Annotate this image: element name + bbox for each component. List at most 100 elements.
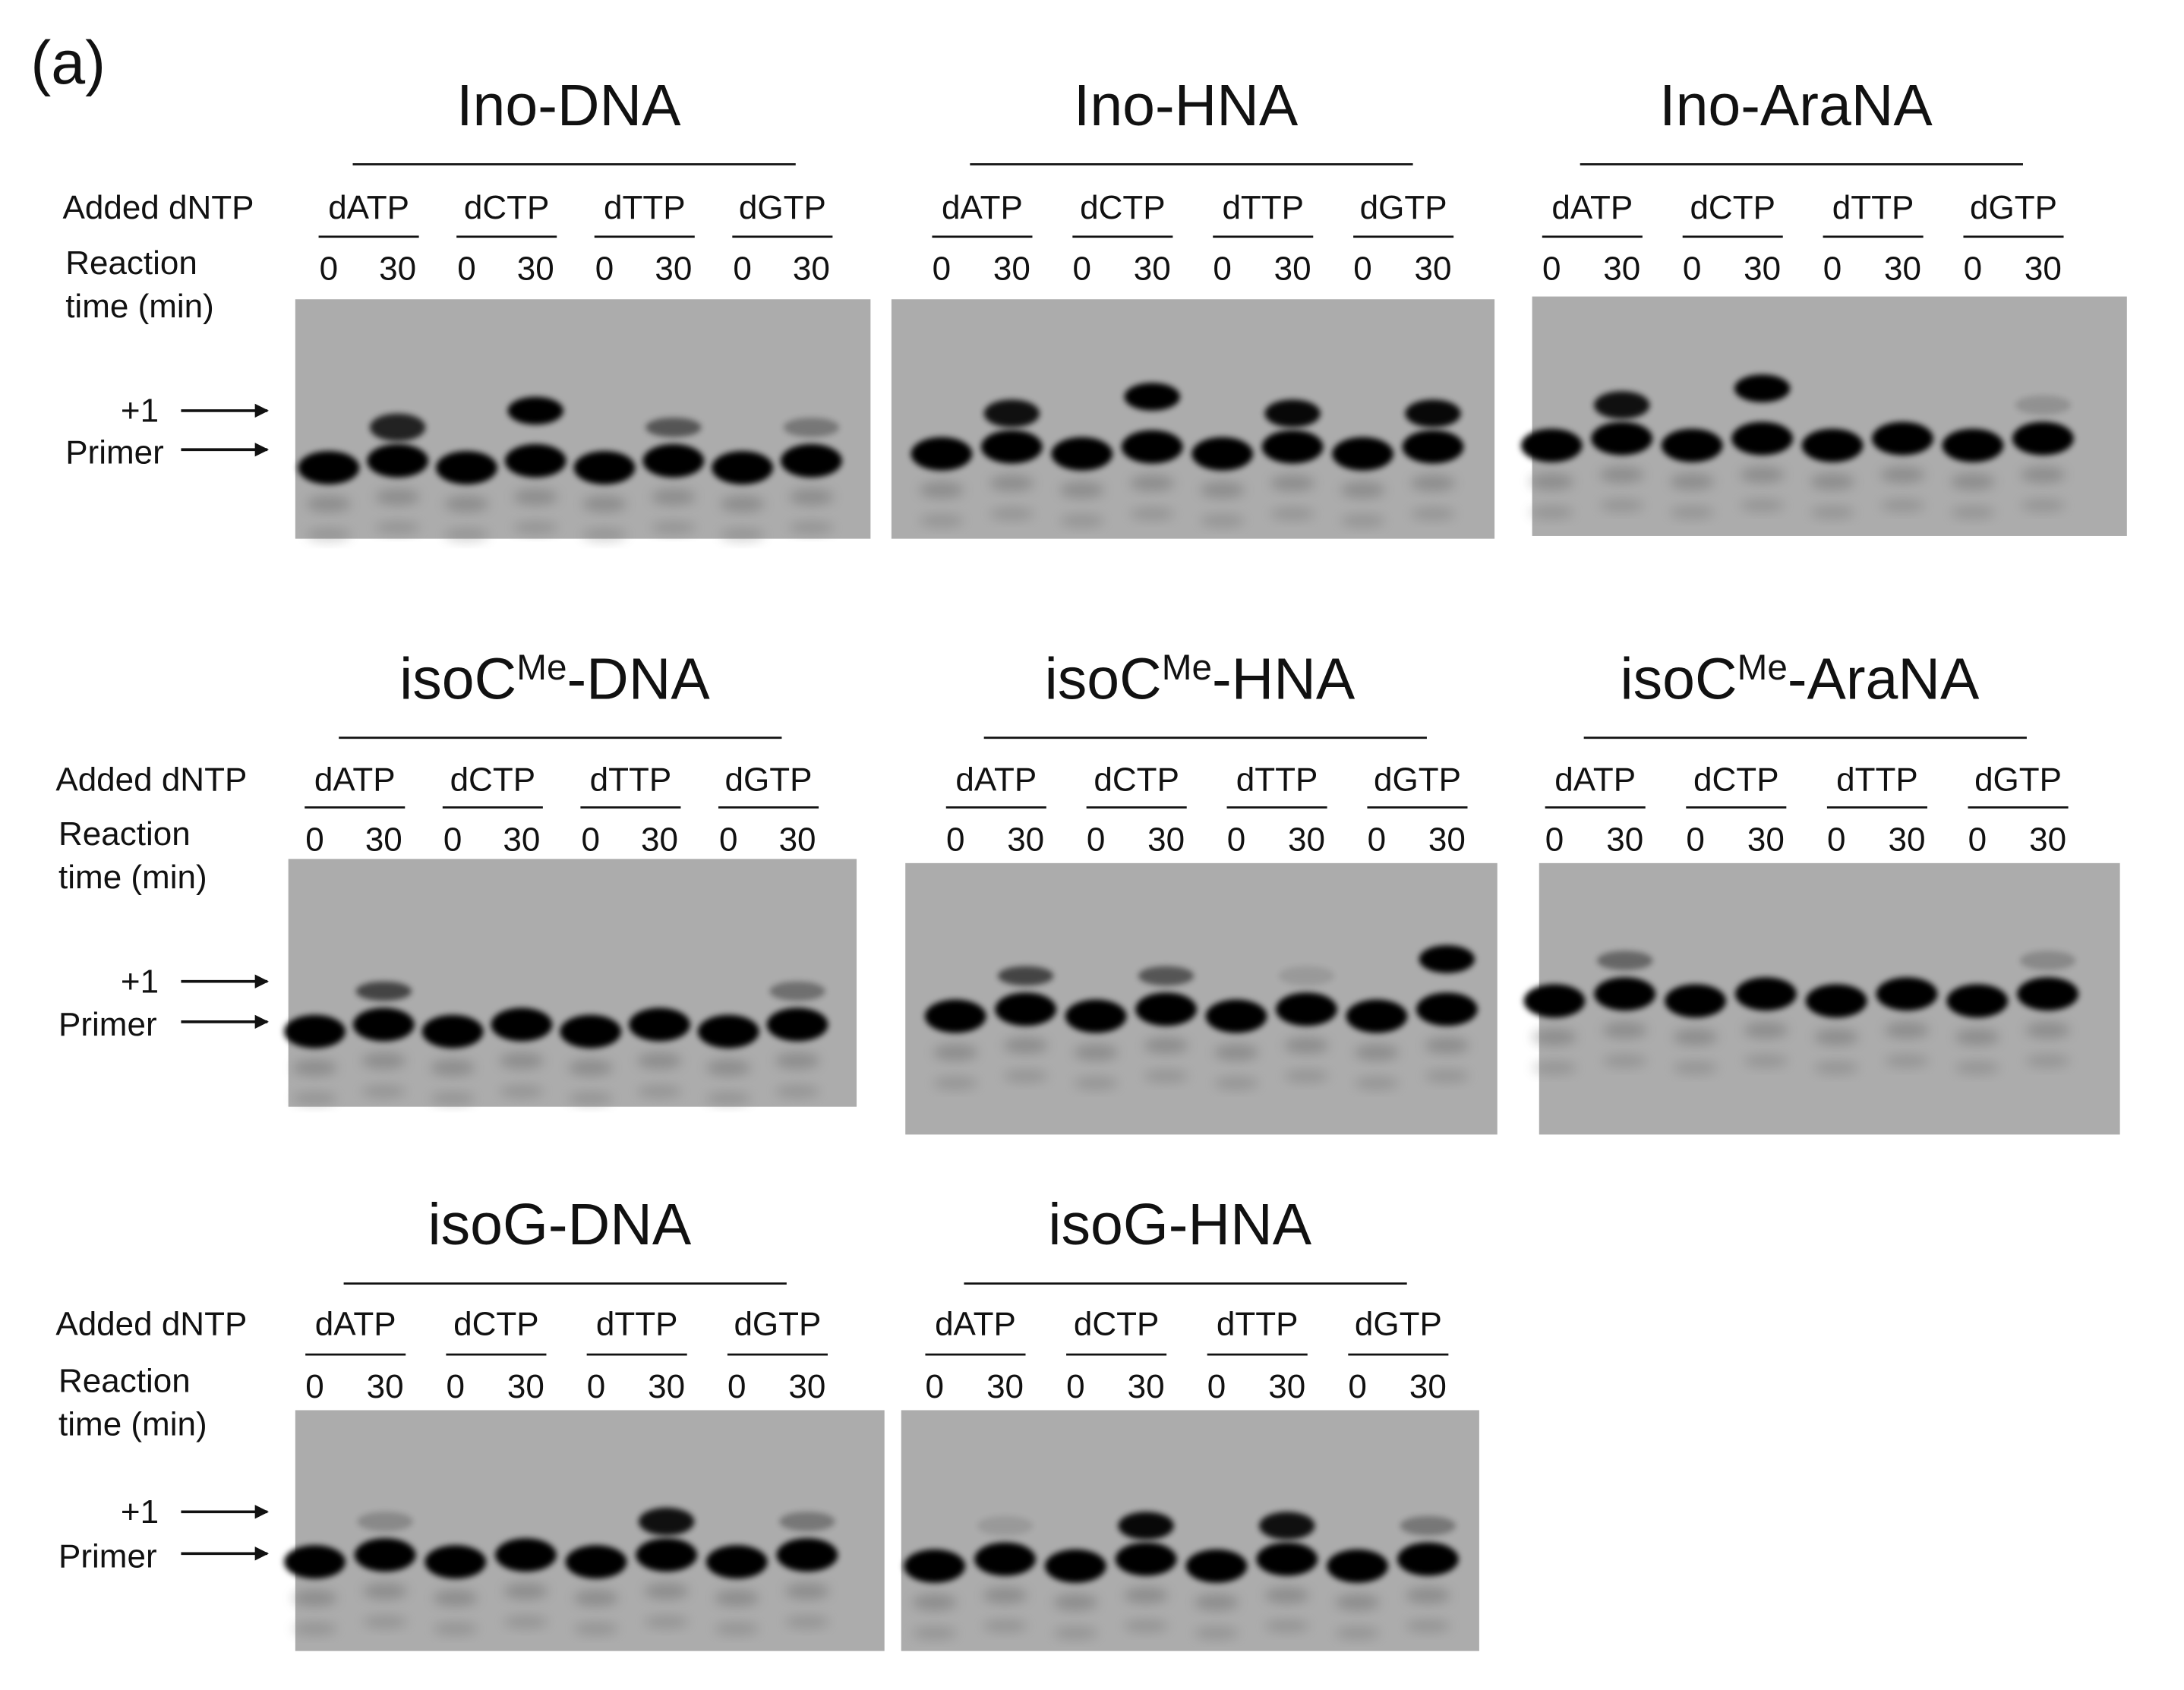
- gel-smear: [433, 1622, 478, 1636]
- gel-band: [1185, 1549, 1248, 1583]
- time-label: 0: [1542, 251, 1561, 288]
- gel-smear: [1053, 1594, 1098, 1611]
- time-label: 0: [595, 251, 614, 288]
- gel-smear: [361, 1084, 406, 1099]
- time-label: 30: [1884, 251, 1921, 288]
- time-label: 0: [1227, 821, 1245, 858]
- gel-band: [769, 981, 825, 1001]
- gel-band: [1735, 977, 1797, 1011]
- time-label: 0: [933, 251, 951, 288]
- dntp-label: dATP: [942, 189, 1023, 226]
- dntp-label: dTTP: [596, 1305, 678, 1342]
- gel-smear: [444, 527, 489, 542]
- gel-smear: [1194, 1625, 1239, 1640]
- gel-smear: [775, 1052, 820, 1070]
- row-label: Reaction: [58, 1363, 191, 1400]
- gel-smear: [1264, 1619, 1310, 1633]
- gel-smear: [292, 1059, 337, 1077]
- gel-smear: [912, 1625, 958, 1640]
- gel-band: [507, 396, 563, 425]
- time-label: 0: [1964, 251, 1982, 288]
- gel-smear: [1602, 1054, 1648, 1068]
- gel-band: [783, 418, 840, 437]
- gel-smear: [1884, 1054, 1930, 1068]
- gel-band: [1115, 1542, 1177, 1576]
- gel-band: [495, 1538, 557, 1572]
- gel-smear: [1673, 1029, 1718, 1046]
- gel-smear: [1813, 1061, 1859, 1075]
- dntp-label: dTTP: [1836, 761, 1918, 798]
- gel-smear: [1059, 513, 1105, 528]
- time-label: 0: [1368, 821, 1386, 858]
- gel-band: [357, 1512, 413, 1531]
- dntp-label: dTTP: [590, 761, 672, 798]
- gel-band: [355, 981, 412, 1001]
- gel-smear: [292, 1622, 337, 1636]
- time-label: 30: [1128, 1368, 1165, 1405]
- gel-smear: [1599, 498, 1645, 512]
- gel-smear: [1425, 1037, 1469, 1055]
- gel-band: [645, 418, 702, 437]
- time-label: 30: [986, 1368, 1024, 1405]
- dntp-label: dATP: [314, 761, 396, 798]
- time-label: 0: [1207, 1368, 1226, 1405]
- time-label: 30: [1007, 821, 1044, 858]
- gel-smear: [573, 1622, 619, 1636]
- gel-band: [705, 1545, 768, 1579]
- dntp-label: dCTP: [1693, 761, 1779, 798]
- time-label: 30: [793, 251, 830, 288]
- gel-smear: [2025, 1021, 2070, 1039]
- time-label: 30: [367, 1368, 404, 1405]
- gel-band: [1594, 977, 1656, 1011]
- gel-smear: [714, 1589, 759, 1606]
- gel-band: [1597, 951, 1653, 971]
- gel-smear: [983, 1587, 1027, 1604]
- gel-smear: [789, 488, 834, 506]
- gel-band: [573, 451, 636, 485]
- gel-smear: [503, 1582, 548, 1600]
- gel-band: [1520, 428, 1583, 462]
- gel-band: [1191, 437, 1254, 471]
- gel-band: [776, 1538, 838, 1572]
- gel-smear: [1532, 1061, 1577, 1075]
- gel-smear: [1529, 505, 1574, 519]
- gel-band: [1256, 1542, 1318, 1576]
- gel-smear: [1073, 1044, 1119, 1061]
- gel-smear: [1955, 1061, 2000, 1075]
- row-label: time (min): [58, 1405, 207, 1442]
- panel-title: Ino-HNA: [1074, 73, 1299, 138]
- gel-smear: [513, 520, 558, 535]
- gel-band: [284, 1545, 346, 1579]
- gel-band: [712, 451, 773, 485]
- time-label: 30: [1428, 821, 1466, 858]
- gel-band: [924, 999, 986, 1033]
- gel-smear: [933, 1044, 978, 1061]
- gel-band: [781, 443, 842, 478]
- title-text: isoC: [1621, 646, 1737, 711]
- gel-band: [1264, 399, 1321, 427]
- gel-smear: [1532, 1029, 1577, 1046]
- time-label: 30: [993, 251, 1030, 288]
- gel-smear: [1950, 473, 1996, 490]
- gel-band: [995, 992, 1057, 1026]
- gel-smear: [1340, 481, 1385, 499]
- gel-smear: [362, 1582, 408, 1600]
- gel-smear: [720, 527, 765, 542]
- dntp-label: dGTP: [725, 761, 813, 798]
- time-label: 30: [2029, 821, 2066, 858]
- gel-band: [2015, 395, 2072, 415]
- gel-band: [284, 1014, 346, 1048]
- gel-smear: [1950, 505, 1996, 519]
- time-label: 0: [1066, 1368, 1084, 1405]
- gel-smear: [651, 520, 696, 535]
- gel-smear: [1003, 1069, 1049, 1083]
- gel-band: [1276, 992, 1337, 1026]
- gel-band: [1327, 1549, 1388, 1583]
- gel-band: [1332, 437, 1393, 471]
- gel-smear: [784, 1582, 830, 1600]
- gel-smear: [912, 1594, 958, 1611]
- gel-smear: [433, 1589, 478, 1606]
- gel-band: [911, 437, 973, 471]
- row-label: time (min): [58, 859, 207, 896]
